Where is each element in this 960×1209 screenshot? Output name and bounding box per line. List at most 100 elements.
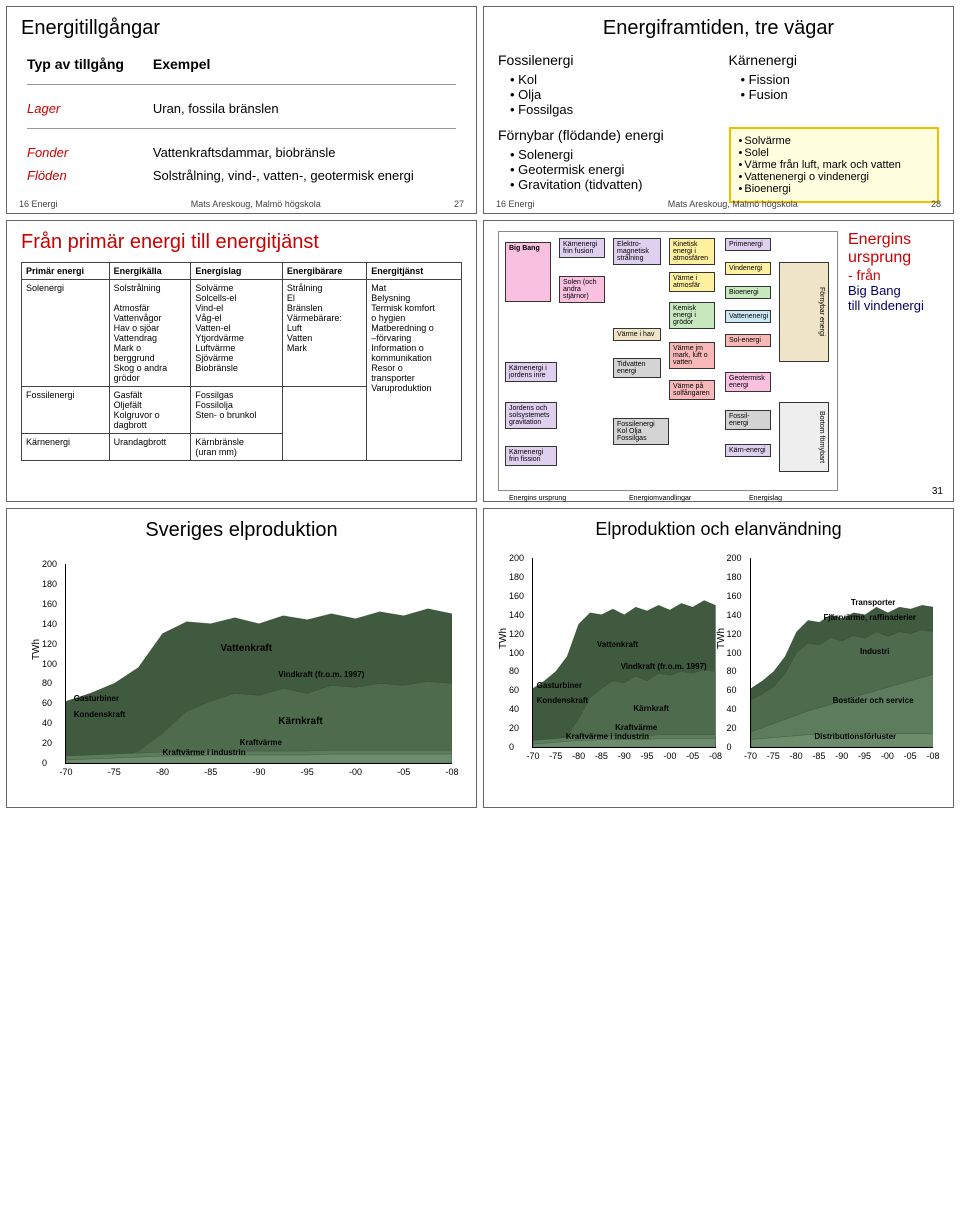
- axis-label: Energiomvandlingar: [629, 495, 691, 502]
- footer-right: 27: [454, 199, 464, 209]
- y-axis-label: TWh: [716, 627, 727, 648]
- list-item: Solel: [739, 147, 930, 159]
- diagram-box: Big Bang: [505, 242, 551, 302]
- footer-left: 16 Energi: [496, 199, 535, 209]
- list-item: Geotermisk energi: [510, 162, 709, 177]
- list-item: Fission: [741, 72, 940, 87]
- list-item: Fossilgas: [510, 102, 709, 117]
- axis-label: Energins ursprung: [509, 495, 566, 502]
- diagram-box: Kärnenergi frin fusion: [559, 238, 605, 258]
- y-axis-label: TWh: [498, 627, 509, 648]
- list-item: Värme från luft, mark och vatten: [739, 159, 930, 171]
- slide-sveriges-elproduktion: Sveriges elproduktion TWh 02040608010012…: [6, 508, 477, 808]
- energy-origin-diagram: Big Bang Kärnenergi frin fusion Solen (o…: [498, 231, 838, 491]
- slide-footer: 16 Energi Mats Areskoug, Malmö högskola …: [496, 199, 941, 209]
- axis-label: Energislag: [749, 495, 782, 502]
- slide-title: Elproduktion och elanvändning: [498, 519, 939, 540]
- diagram-box: Primenergi: [725, 238, 771, 251]
- cell: Gasfält Oljefält Kolgruvor o dagbrott: [109, 387, 191, 434]
- footer-right: 28: [931, 199, 941, 209]
- slide-title: Energitillgångar: [21, 17, 462, 40]
- list-item: Kol: [510, 72, 709, 87]
- list-item: Bioenergi: [739, 183, 930, 195]
- col-header: Exempel: [147, 52, 462, 76]
- slide-title: Sveriges elproduktion: [21, 519, 462, 542]
- cell: Kärnbränsle (uran mm): [191, 434, 283, 461]
- title-line: ursprung: [848, 249, 924, 267]
- list-item: Gravitation (tidvatten): [510, 177, 709, 192]
- col-header: Energislag: [191, 263, 283, 280]
- footer-center: Mats Areskoug, Malmö högskola: [668, 199, 798, 209]
- area-chart-production: TWh 020406080100120140160180200-70-75-80…: [532, 558, 716, 748]
- cell: Fossilgas Fossilolja Sten- o brunkol: [191, 387, 283, 434]
- slide-energitillgangar: Energitillgångar Typ av tillgång Exempel…: [6, 6, 477, 214]
- diagram-box: Bortom förnybart: [779, 402, 829, 472]
- col-header: Typ av tillgång: [21, 52, 147, 76]
- slide-title: Energiframtiden, tre vägar: [498, 17, 939, 40]
- slide4-title-block: Energins ursprung - från Big Bang till v…: [848, 231, 924, 491]
- col-header: Primär energi: [22, 263, 110, 280]
- cell: Urandagbrott: [109, 434, 191, 461]
- cell: Solvärme Solcells-el Vind-el Våg-el Vatt…: [191, 280, 283, 387]
- diagram-box: Värme jm mark, luft o vatten: [669, 342, 715, 369]
- title-line: Energins: [848, 231, 924, 249]
- title-line: till vindenergi: [848, 298, 924, 313]
- area-chart-usage: TWh 020406080100120140160180200-70-75-80…: [750, 558, 934, 748]
- subheading: Kärnenergi: [729, 52, 940, 68]
- footer-left: 16 Energi: [19, 199, 58, 209]
- col-header: Energikälla: [109, 263, 191, 280]
- table-row: Solenergi Solstrålning Atmosfär Vattenvå…: [22, 280, 462, 387]
- energi-table: Primär energi Energikälla Energislag Ene…: [21, 262, 462, 461]
- tillgang-table: Typ av tillgång Exempel Lager Uran, foss…: [21, 52, 462, 187]
- row-example: Vattenkraftsdammar, biobränsle: [147, 141, 462, 164]
- bullet-list: Solenergi Geotermisk energi Gravitation …: [510, 147, 709, 192]
- diagram-box: Jordens och solsystemets gravitation: [505, 402, 557, 429]
- diagram-box: Fossil-energi: [725, 410, 771, 430]
- list-item: Fusion: [741, 87, 940, 102]
- subheading: Förnybar (flödande) energi: [498, 127, 709, 143]
- bullet-list: Fission Fusion: [741, 72, 940, 102]
- diagram-box: Kärnenergi i jordens inre: [505, 362, 557, 382]
- row-type: Fonder: [21, 141, 147, 164]
- list-item: Vattenenergi o vindenergi: [739, 171, 930, 183]
- diagram-box: Tidvatten energi: [613, 358, 661, 378]
- diagram-box: Fossilenergi Kol Olja Fossilgas: [613, 418, 669, 445]
- diagram-box: Geotermisk energi: [725, 372, 771, 392]
- diagram-box: Vattenenergi: [725, 310, 771, 323]
- diagram-box: Värme i hav: [613, 328, 661, 341]
- bullet-list: Kol Olja Fossilgas: [510, 72, 709, 117]
- diagram-box: Värme i atmosfär: [669, 272, 715, 292]
- diagram-box: Kemisk energi i grödor: [669, 302, 715, 329]
- diagram-box: Sol-energi: [725, 334, 771, 347]
- slide-title: Från primär energi till energitjänst: [21, 231, 462, 254]
- diagram-box: Vindenergi: [725, 262, 771, 275]
- diagram-box: Förnybar energi: [779, 262, 829, 362]
- row-type: Flöden: [21, 164, 147, 187]
- diagram-box: Solen (och andra stjärnor): [559, 276, 605, 303]
- y-axis-label: TWh: [31, 638, 42, 659]
- list-item: Solvärme: [739, 135, 930, 147]
- col-header: Energitjänst: [367, 263, 462, 280]
- cell: Solenergi: [22, 280, 110, 387]
- cell: Strålning El Bränslen Värmebärare: Luft …: [282, 280, 366, 387]
- slide-primar-energi: Från primär energi till energitjänst Pri…: [6, 220, 477, 502]
- diagram-box: Kärn-energi: [725, 444, 771, 457]
- col-header: Energibärare: [282, 263, 366, 280]
- subheading: Fossilenergi: [498, 52, 709, 68]
- title-line: - från: [848, 267, 924, 283]
- row-example: Uran, fossila bränslen: [147, 97, 462, 120]
- page-number: 31: [932, 486, 943, 497]
- area-chart-elproduktion: TWh 020406080100120140160180200-70-75-80…: [65, 564, 452, 764]
- cell: Fossilenergi: [22, 387, 110, 434]
- cell: Mat Belysning Termisk komfort o hygien M…: [367, 280, 462, 461]
- list-item: Solenergi: [510, 147, 709, 162]
- diagram-box: Värme på solfångaren: [669, 380, 715, 400]
- diagram-box: Elektro-magnetisk strålning: [613, 238, 661, 265]
- title-line: Big Bang: [848, 283, 924, 298]
- diagram-box: Kärnenergi frin fission: [505, 446, 557, 466]
- diagram-box: Kinetisk energi i atmosfären: [669, 238, 715, 265]
- slide-energiframtiden: Energiframtiden, tre vägar Fossilenergi …: [483, 6, 954, 214]
- slide-elproduktion-elanvandning: Elproduktion och elanvändning TWh 020406…: [483, 508, 954, 808]
- cell: Solstrålning Atmosfär Vattenvågor Hav o …: [109, 280, 191, 387]
- slide-footer: 16 Energi Mats Areskoug, Malmö högskola …: [19, 199, 464, 209]
